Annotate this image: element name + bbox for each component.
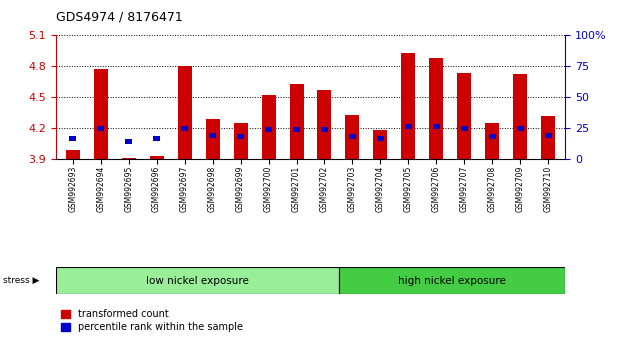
Bar — [181, 126, 188, 131]
Bar — [178, 66, 192, 159]
Text: high nickel exposure: high nickel exposure — [398, 275, 506, 286]
Text: GDS4974 / 8176471: GDS4974 / 8176471 — [56, 11, 183, 24]
Bar — [293, 127, 300, 132]
Bar — [66, 150, 79, 159]
Bar — [514, 74, 527, 159]
Bar — [458, 73, 471, 159]
Bar — [97, 126, 104, 131]
Bar — [489, 134, 496, 139]
Bar — [542, 116, 555, 159]
Bar — [321, 127, 328, 132]
Bar — [69, 136, 76, 141]
Bar — [433, 124, 440, 129]
Bar — [261, 95, 276, 159]
Bar — [349, 134, 356, 139]
Text: stress ▶: stress ▶ — [3, 276, 40, 285]
Bar — [56, 267, 339, 294]
Bar — [545, 133, 552, 138]
Bar — [233, 123, 248, 159]
Bar — [94, 69, 107, 159]
Bar — [517, 126, 524, 131]
Bar — [339, 267, 565, 294]
Bar — [429, 58, 443, 159]
Legend: transformed count, percentile rank within the sample: transformed count, percentile rank withi… — [61, 309, 243, 332]
Bar — [209, 133, 216, 138]
Bar — [345, 115, 360, 159]
Bar — [405, 124, 412, 129]
Bar — [153, 136, 160, 141]
Bar — [401, 53, 415, 159]
Bar — [125, 139, 132, 144]
Bar — [289, 84, 304, 159]
Bar — [122, 158, 135, 159]
Text: low nickel exposure: low nickel exposure — [146, 275, 249, 286]
Bar — [206, 119, 220, 159]
Bar — [317, 90, 332, 159]
Bar — [461, 126, 468, 131]
Bar — [237, 134, 244, 139]
Bar — [373, 130, 388, 159]
Bar — [377, 136, 384, 141]
Bar — [486, 123, 499, 159]
Bar — [150, 156, 163, 159]
Bar — [265, 127, 272, 132]
